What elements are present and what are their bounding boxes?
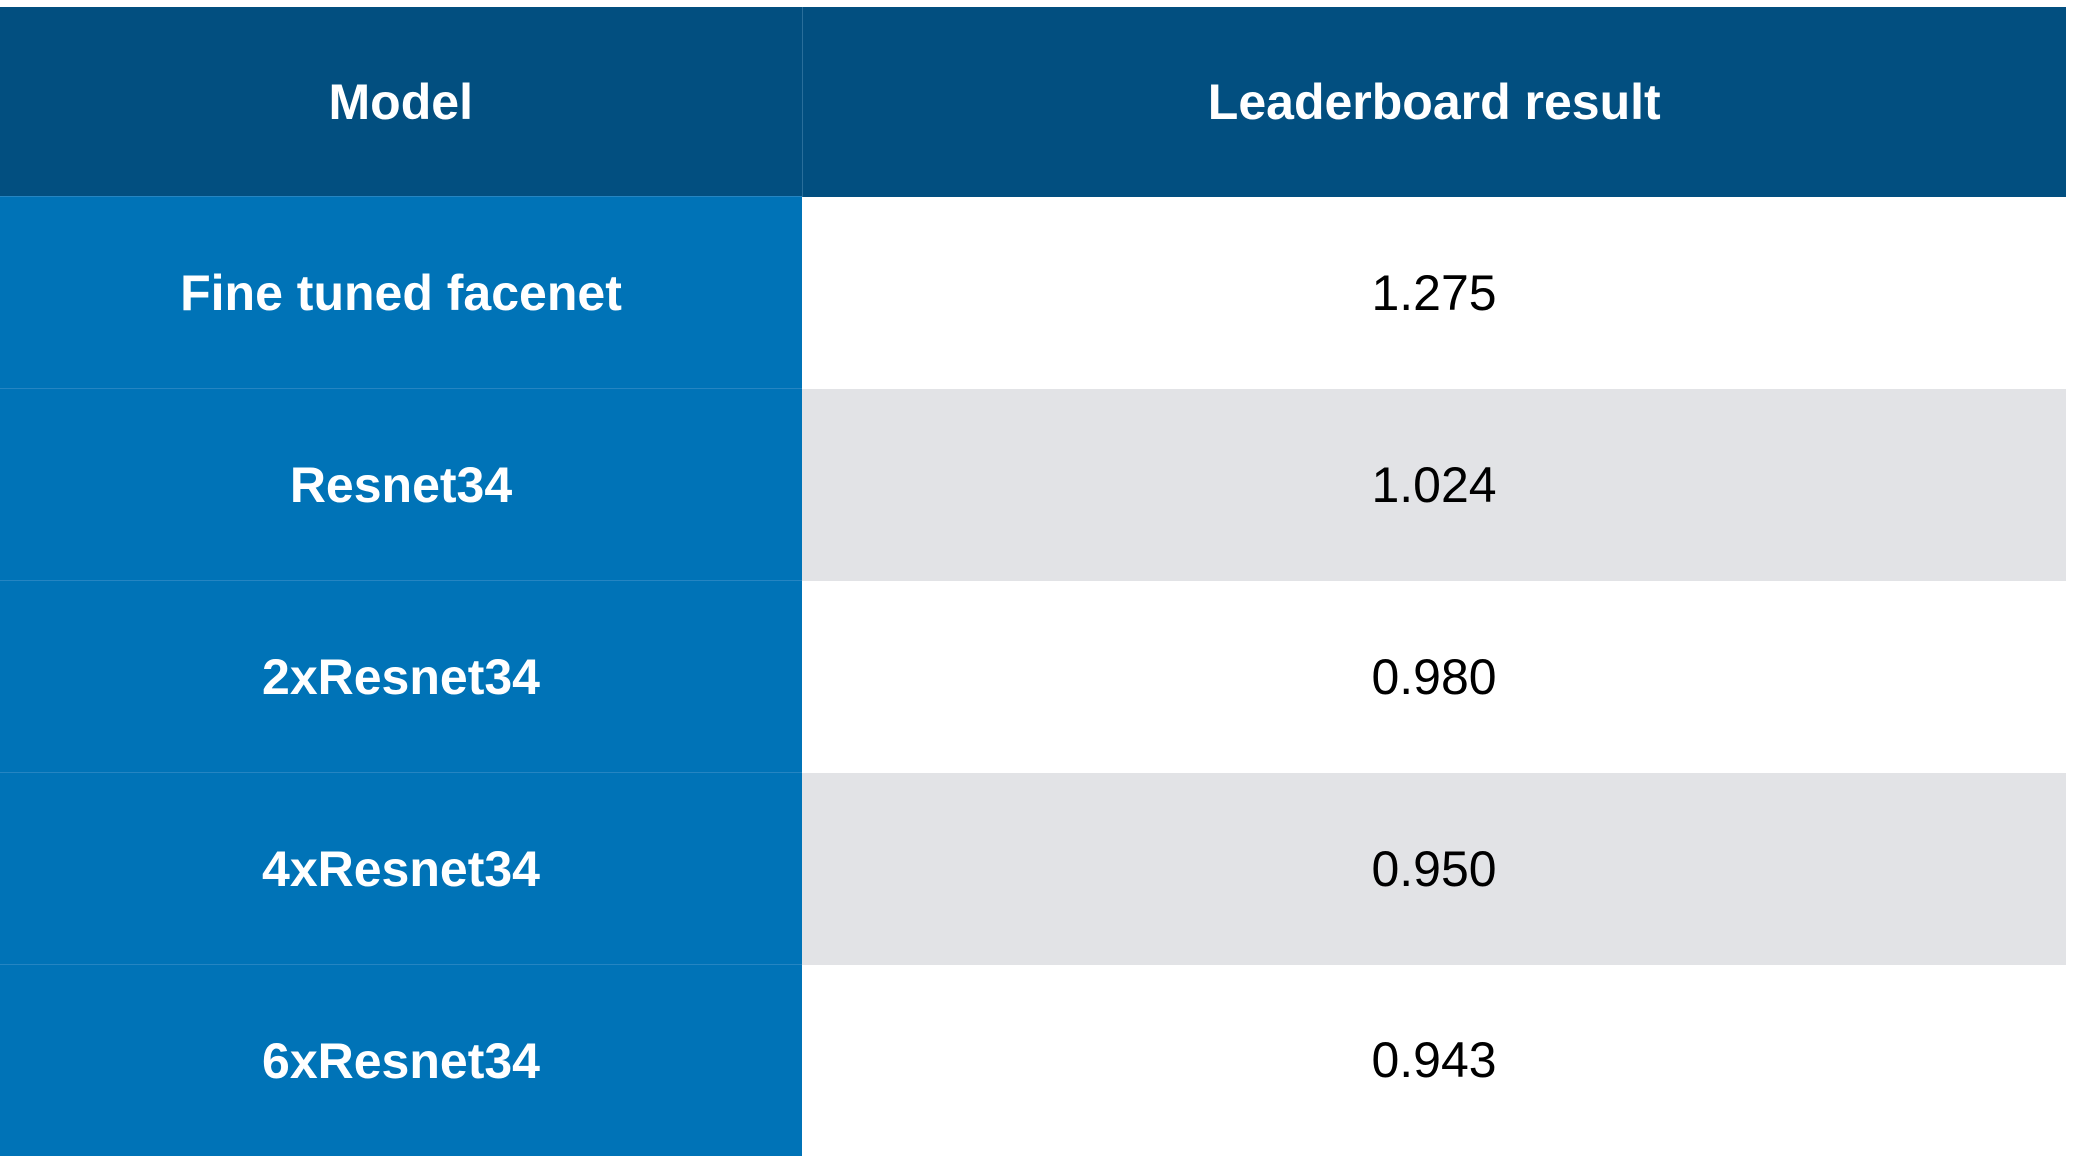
header-cell: Model: [0, 7, 803, 197]
leaderboard-table: Model Leaderboard result Fine tuned face…: [0, 7, 2066, 1156]
result-cell: 1.024: [802, 388, 2066, 581]
model-cell: Fine tuned facenet: [0, 196, 802, 389]
result-cell: 1.275: [802, 196, 2066, 389]
model-cell: 4xResnet34: [0, 772, 802, 965]
result-cell: 0.950: [802, 772, 2066, 965]
model-cell: 6xResnet34: [0, 964, 802, 1156]
result-cell: 0.980: [802, 580, 2066, 773]
table-row: 2xResnet34 0.980: [0, 580, 2066, 773]
table-body: Fine tuned facenet 1.275 Resnet34 1.024 2xRe…: [0, 196, 2066, 1156]
header-row: Model Leaderboard result: [0, 7, 2066, 197]
model-cell: Resnet34: [0, 388, 802, 581]
result-cell: 0.943: [802, 964, 2066, 1156]
table-row: Fine tuned facenet 1.275: [0, 196, 2066, 389]
table-row: 4xResnet34 0.950: [0, 772, 2066, 965]
table-row: 6xResnet34 0.943: [0, 964, 2066, 1156]
header-cell: Leaderboard result: [802, 7, 2066, 197]
model-cell: 2xResnet34: [0, 580, 802, 773]
table-row: Resnet34 1.024: [0, 388, 2066, 581]
